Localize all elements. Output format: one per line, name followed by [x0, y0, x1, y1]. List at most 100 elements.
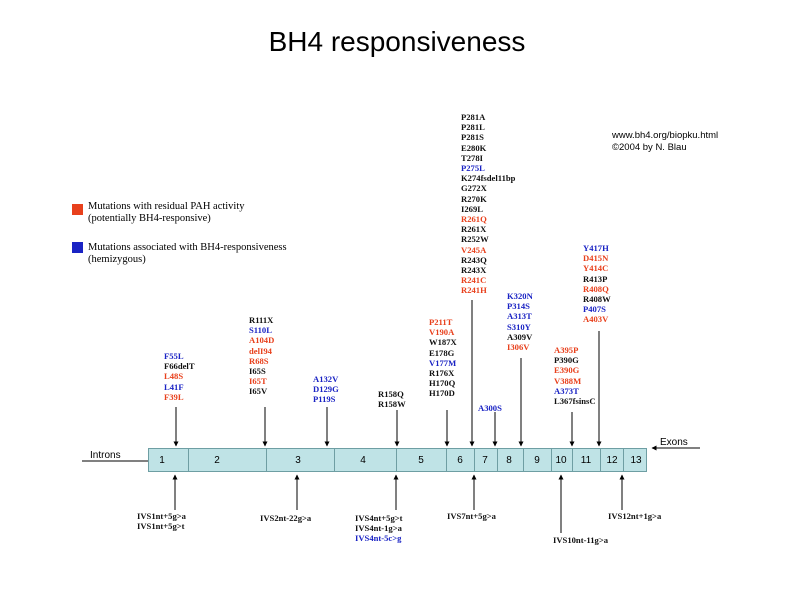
mutation-label: H170Q — [429, 378, 456, 389]
mutation-label: IVS4nt-1g>a — [355, 523, 402, 534]
mutation-group-ivs10: IVS10nt-11g>a — [553, 535, 608, 545]
mutation-label: P281L — [461, 122, 485, 133]
mutation-label: R176X — [429, 368, 455, 379]
mutation-label: R243Q — [461, 254, 487, 265]
mutation-label: R111X — [249, 315, 274, 325]
mutation-label: V388M — [554, 375, 582, 386]
mutation-group-ivs7: IVS7nt+5g>a — [447, 511, 496, 521]
mutation-label: P407S — [583, 304, 606, 315]
mutation-label: IVS4nt-5c>g — [355, 533, 402, 544]
mutation-label: V245A — [461, 244, 487, 255]
mutation-label: A313T — [507, 311, 532, 322]
mutation-group-ivs4: IVS4nt+5g>t IVS4nt-1g>a IVS4nt-5c>g — [355, 513, 403, 544]
mutation-label: D415N — [583, 253, 609, 264]
mutation-group-exon7: P281A P281L P281S E280K T278I P275L K274fsdel1… — [461, 112, 515, 296]
credit-copyright: ©2004 by N. Blau — [612, 142, 687, 153]
exon-divider — [523, 448, 524, 472]
exon-divider — [474, 448, 475, 472]
mutation-label: S310Y — [507, 321, 531, 332]
mutation-label: IVS10nt-11g>a — [553, 535, 609, 545]
exon-label-4: 4 — [360, 455, 366, 466]
mutation-label: A132V — [313, 374, 339, 384]
mutation-label: A373T — [554, 385, 579, 396]
mutation-label: IVS1nt+5g>a — [137, 511, 186, 521]
exon-divider — [497, 448, 498, 472]
exon-label-10: 10 — [555, 455, 567, 466]
mutation-label: F55L — [164, 351, 184, 361]
mutation-label: E178G — [429, 347, 455, 358]
mutation-label: A104D — [249, 335, 275, 346]
legend-swatch-residual — [72, 204, 83, 215]
exon-divider — [396, 448, 397, 472]
legend-bh4-line2: (hemizygous) — [88, 254, 146, 265]
exon-label-5: 5 — [418, 455, 424, 466]
mutation-label: Y414C — [583, 263, 609, 274]
mutation-label: R261X — [461, 224, 487, 235]
mutation-label: L367fsinsC — [554, 396, 596, 407]
mutation-label: R68S — [249, 355, 269, 366]
exon-divider — [188, 448, 189, 472]
mutation-label: P211T — [429, 317, 453, 327]
mutation-group-exon2: F55L F66delT L48S L41F F39L — [164, 351, 195, 402]
mutation-label: R413P — [583, 273, 608, 284]
mutation-group-exon7b: A300S — [478, 403, 502, 413]
mutation-label: P275L — [461, 163, 485, 174]
legend-residual-line2: (potentially BH4-responsive) — [88, 213, 211, 224]
mutation-label: L48S — [164, 371, 184, 382]
gene-bar — [148, 448, 647, 472]
legend-swatch-bh4 — [72, 242, 83, 253]
mutation-group-ivs1: IVS1nt+5g>a IVS1nt+5g>t — [137, 511, 186, 531]
mutation-label: F39L — [164, 391, 184, 402]
exon-label-1: 1 — [159, 455, 165, 466]
mutation-label: P119S — [313, 394, 336, 405]
mutation-group-exon11: A395P P390G E390G V388M A373T L367fsinsC — [554, 345, 596, 406]
mutation-label: delI94 — [249, 345, 272, 356]
legend-bh4-line1: Mutations associated with BH4-responsive… — [88, 242, 287, 253]
mutation-label: T278I — [461, 152, 483, 163]
mutation-label: R243X — [461, 265, 487, 276]
exon-divider — [623, 448, 624, 472]
exon-label-2: 2 — [214, 455, 220, 466]
mutation-label: S110L — [249, 325, 272, 336]
exon-divider — [334, 448, 335, 472]
mutation-label: P281A — [461, 112, 486, 122]
mutation-label: IVS1nt+5g>t — [137, 521, 185, 532]
mutation-label: I306V — [507, 342, 530, 353]
mutation-label: G272X — [461, 183, 487, 194]
mutation-group-exon9: K320N P314S A313T S310Y A309V I306V — [507, 291, 533, 352]
mutation-label: R261Q — [461, 214, 487, 225]
mutation-label: R270K — [461, 193, 487, 204]
mutation-group-exon3a: R111X S110L A104D delI94 R68S I65S I65T I65V — [249, 315, 274, 397]
legend-residual-line1: Mutations with residual PAH activity — [88, 201, 245, 212]
mutation-label: R241H — [461, 285, 487, 296]
exon-divider — [446, 448, 447, 472]
mutation-label: V190A — [429, 327, 455, 338]
mutation-label: P314S — [507, 301, 530, 312]
exon-label-3: 3 — [295, 455, 301, 466]
exon-label-12: 12 — [606, 455, 618, 466]
exon-divider — [600, 448, 601, 472]
mutation-label: A395P — [554, 345, 579, 355]
exon-label-7: 7 — [482, 455, 488, 466]
exon-label-11: 11 — [580, 455, 592, 466]
mutation-label: R158Q — [378, 389, 404, 399]
exon-label-8: 8 — [506, 455, 512, 466]
legend-residual: Mutations with residual PAH activity (po… — [88, 201, 245, 225]
mutation-label: F66delT — [164, 361, 195, 372]
exon-label-13: 13 — [630, 455, 642, 466]
mutation-group-exon6a: P211T V190A W187X E178G V177M R176X H170Q H170D — [429, 317, 457, 399]
mutation-label: R158W — [378, 399, 406, 410]
mutation-label: K320N — [507, 291, 533, 301]
mutation-label: I269L — [461, 203, 483, 214]
mutation-label: I65T — [249, 376, 267, 387]
exon-divider — [572, 448, 573, 472]
mutation-group-exon5: R158Q R158W — [378, 389, 406, 409]
exons-label: Exons — [660, 437, 688, 448]
mutation-label: R252W — [461, 234, 489, 245]
mutation-label: V177M — [429, 357, 457, 368]
mutation-label: A403V — [583, 314, 609, 325]
page-title: BH4 responsiveness — [268, 26, 526, 57]
exon-divider — [266, 448, 267, 472]
mutation-label: W187X — [429, 337, 457, 348]
